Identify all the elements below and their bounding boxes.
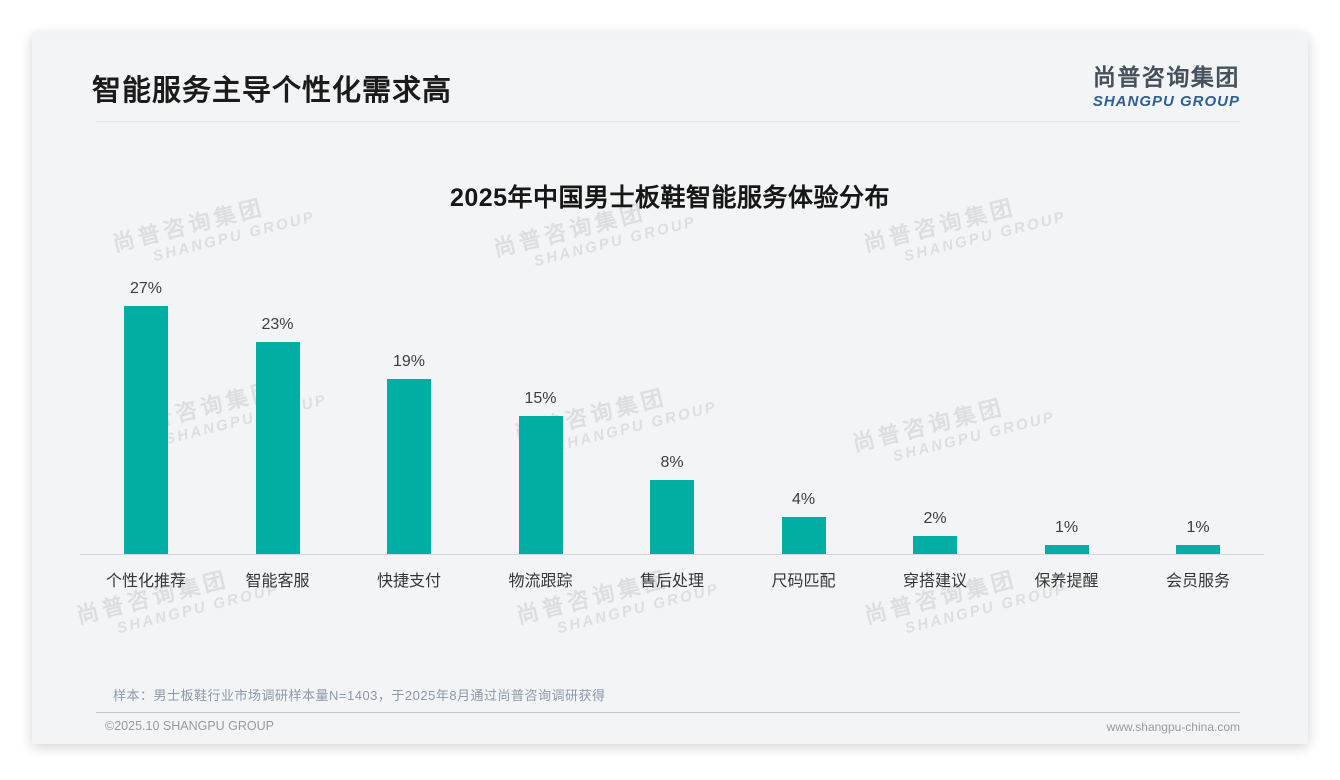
chart-title: 2025年中国男士板鞋智能服务体验分布 (449, 184, 891, 212)
bar-value-label: 2% (923, 510, 947, 527)
bar-category-label: 尺码匹配 (771, 573, 836, 590)
logo-text-cn: 尚普咨询集团 (1092, 64, 1240, 90)
bar-category-label: 智能客服 (245, 573, 310, 590)
bar (913, 536, 957, 554)
bar (781, 517, 826, 554)
bar-value-label: 15% (524, 390, 557, 407)
bar (1176, 545, 1220, 554)
bar-category-label: 个性化推荐 (105, 573, 186, 590)
bar-category-label: 物流跟踪 (508, 573, 573, 590)
bar-value-label: 19% (392, 353, 426, 370)
bar-category-label: 会员服务 (1165, 573, 1230, 590)
bar-category-label: 保养提醒 (1034, 573, 1099, 590)
source-note: 样本：男士板鞋行业市场调研样本量N=1403，于2025年8月通过尚普咨询调研获… (113, 688, 606, 703)
bar-value-label: 8% (660, 454, 684, 471)
bar-category-label: 快捷支付 (376, 573, 441, 590)
logo-text-en: SHANGPU GROUP (1092, 93, 1240, 110)
bar-value-label: 1% (1186, 519, 1210, 536)
header-divider (96, 121, 1240, 122)
bar-value-label: 4% (791, 491, 816, 508)
footer-url: www.shangpu-china.com (1106, 720, 1240, 734)
bar-category-label: 穿搭建议 (902, 573, 967, 590)
logo: 尚普咨询集团 SHANGPU GROUP (1093, 58, 1240, 110)
bar (518, 416, 563, 554)
slide-card: 尚普咨询集团 SHANGPU GROUP 尚普咨询集团 SHANGPU GROUP 尚普… (32, 33, 1308, 744)
bar (255, 342, 300, 554)
bar (387, 379, 431, 554)
page-title: 智能服务主导个性化需求高 (92, 75, 453, 107)
bar (650, 480, 694, 554)
bar-chart: 27% 个性化推荐 23% 智能客服 19% 快捷支付 15% 物流跟踪 8% 售后处理 4% 尺码匹… (32, 33, 1308, 744)
footer-divider (96, 712, 1240, 713)
x-axis-line (80, 554, 1264, 555)
footer-copyright: ©2025.10 SHANGPU GROUP (105, 719, 274, 733)
bar-value-label: 1% (1054, 519, 1079, 536)
bar-value-label: 23% (261, 316, 294, 333)
bar (1044, 545, 1089, 554)
bar-value-label: 27% (129, 280, 163, 297)
bar (124, 306, 168, 554)
bar-category-label: 售后处理 (639, 573, 704, 590)
